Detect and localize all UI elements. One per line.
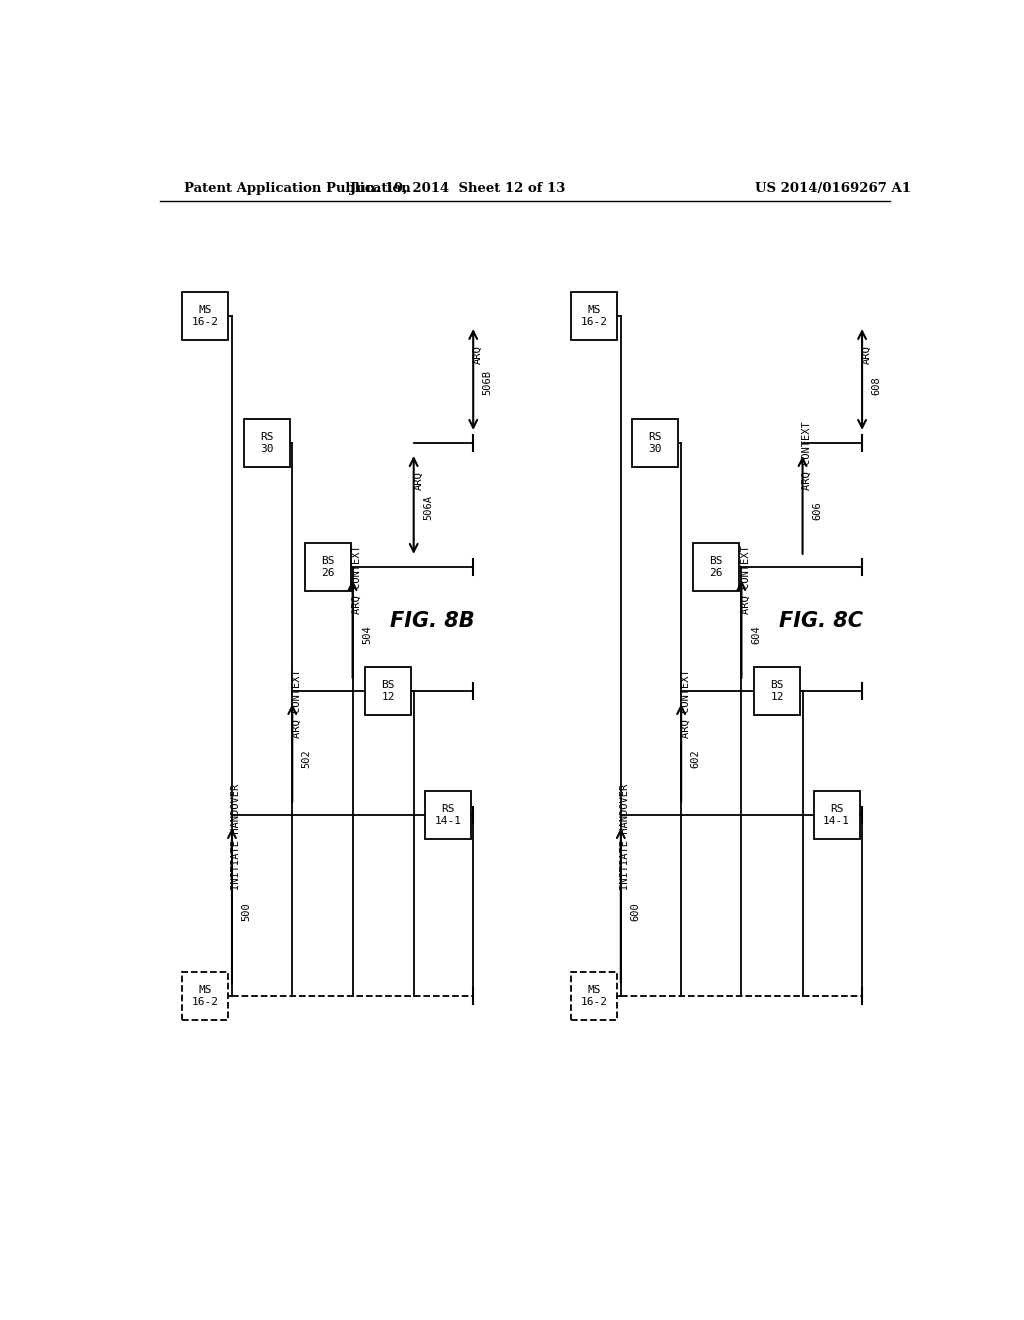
Text: 602: 602 bbox=[690, 750, 700, 768]
Text: 502: 502 bbox=[302, 750, 311, 768]
Text: INITIATE HANDOVER: INITIATE HANDOVER bbox=[231, 784, 242, 890]
Bar bbox=[305, 543, 351, 591]
Text: RS
30: RS 30 bbox=[648, 432, 662, 454]
Text: 604: 604 bbox=[751, 626, 761, 644]
Text: ARQ CONTEXT: ARQ CONTEXT bbox=[802, 421, 812, 490]
Text: BS
12: BS 12 bbox=[382, 680, 395, 702]
Bar bbox=[182, 292, 228, 341]
Bar bbox=[244, 418, 290, 467]
Text: ARQ CONTEXT: ARQ CONTEXT bbox=[352, 545, 362, 614]
Text: Patent Application Publication: Patent Application Publication bbox=[183, 182, 411, 195]
Text: ARQ CONTEXT: ARQ CONTEXT bbox=[681, 669, 690, 738]
Bar bbox=[182, 972, 228, 1020]
Text: 608: 608 bbox=[871, 376, 882, 395]
Text: RS
30: RS 30 bbox=[260, 432, 273, 454]
Text: 504: 504 bbox=[362, 626, 372, 644]
Bar bbox=[814, 791, 860, 840]
Bar bbox=[693, 543, 739, 591]
Text: MS
16-2: MS 16-2 bbox=[191, 305, 218, 327]
Text: BS
26: BS 26 bbox=[322, 556, 335, 578]
Text: ARQ: ARQ bbox=[861, 346, 871, 364]
Text: 600: 600 bbox=[631, 902, 640, 921]
Text: 606: 606 bbox=[812, 502, 822, 520]
Text: MS
16-2: MS 16-2 bbox=[581, 305, 607, 327]
Text: ARQ CONTEXT: ARQ CONTEXT bbox=[292, 669, 302, 738]
Text: US 2014/0169267 A1: US 2014/0169267 A1 bbox=[755, 182, 911, 195]
Bar bbox=[632, 418, 678, 467]
Text: MS
16-2: MS 16-2 bbox=[581, 985, 607, 1007]
Text: MS
16-2: MS 16-2 bbox=[191, 985, 218, 1007]
Text: ARQ: ARQ bbox=[414, 471, 423, 490]
Text: INITIATE HANDOVER: INITIATE HANDOVER bbox=[621, 784, 631, 890]
Text: Jun. 19, 2014  Sheet 12 of 13: Jun. 19, 2014 Sheet 12 of 13 bbox=[349, 182, 565, 195]
Text: 506A: 506A bbox=[423, 495, 433, 520]
Bar bbox=[570, 292, 616, 341]
Text: 506B: 506B bbox=[482, 370, 493, 395]
Text: ARQ: ARQ bbox=[473, 346, 482, 364]
Text: FIG. 8B: FIG. 8B bbox=[390, 611, 474, 631]
Bar bbox=[570, 972, 616, 1020]
Text: RS
14-1: RS 14-1 bbox=[434, 804, 462, 826]
Text: ARQ CONTEXT: ARQ CONTEXT bbox=[741, 545, 751, 614]
Text: FIG. 8C: FIG. 8C bbox=[778, 611, 863, 631]
Text: RS
14-1: RS 14-1 bbox=[823, 804, 850, 826]
Bar bbox=[754, 667, 800, 715]
Bar bbox=[366, 667, 412, 715]
Text: BS
12: BS 12 bbox=[770, 680, 784, 702]
Text: BS
26: BS 26 bbox=[710, 556, 723, 578]
Text: 500: 500 bbox=[242, 902, 252, 921]
Bar bbox=[425, 791, 471, 840]
